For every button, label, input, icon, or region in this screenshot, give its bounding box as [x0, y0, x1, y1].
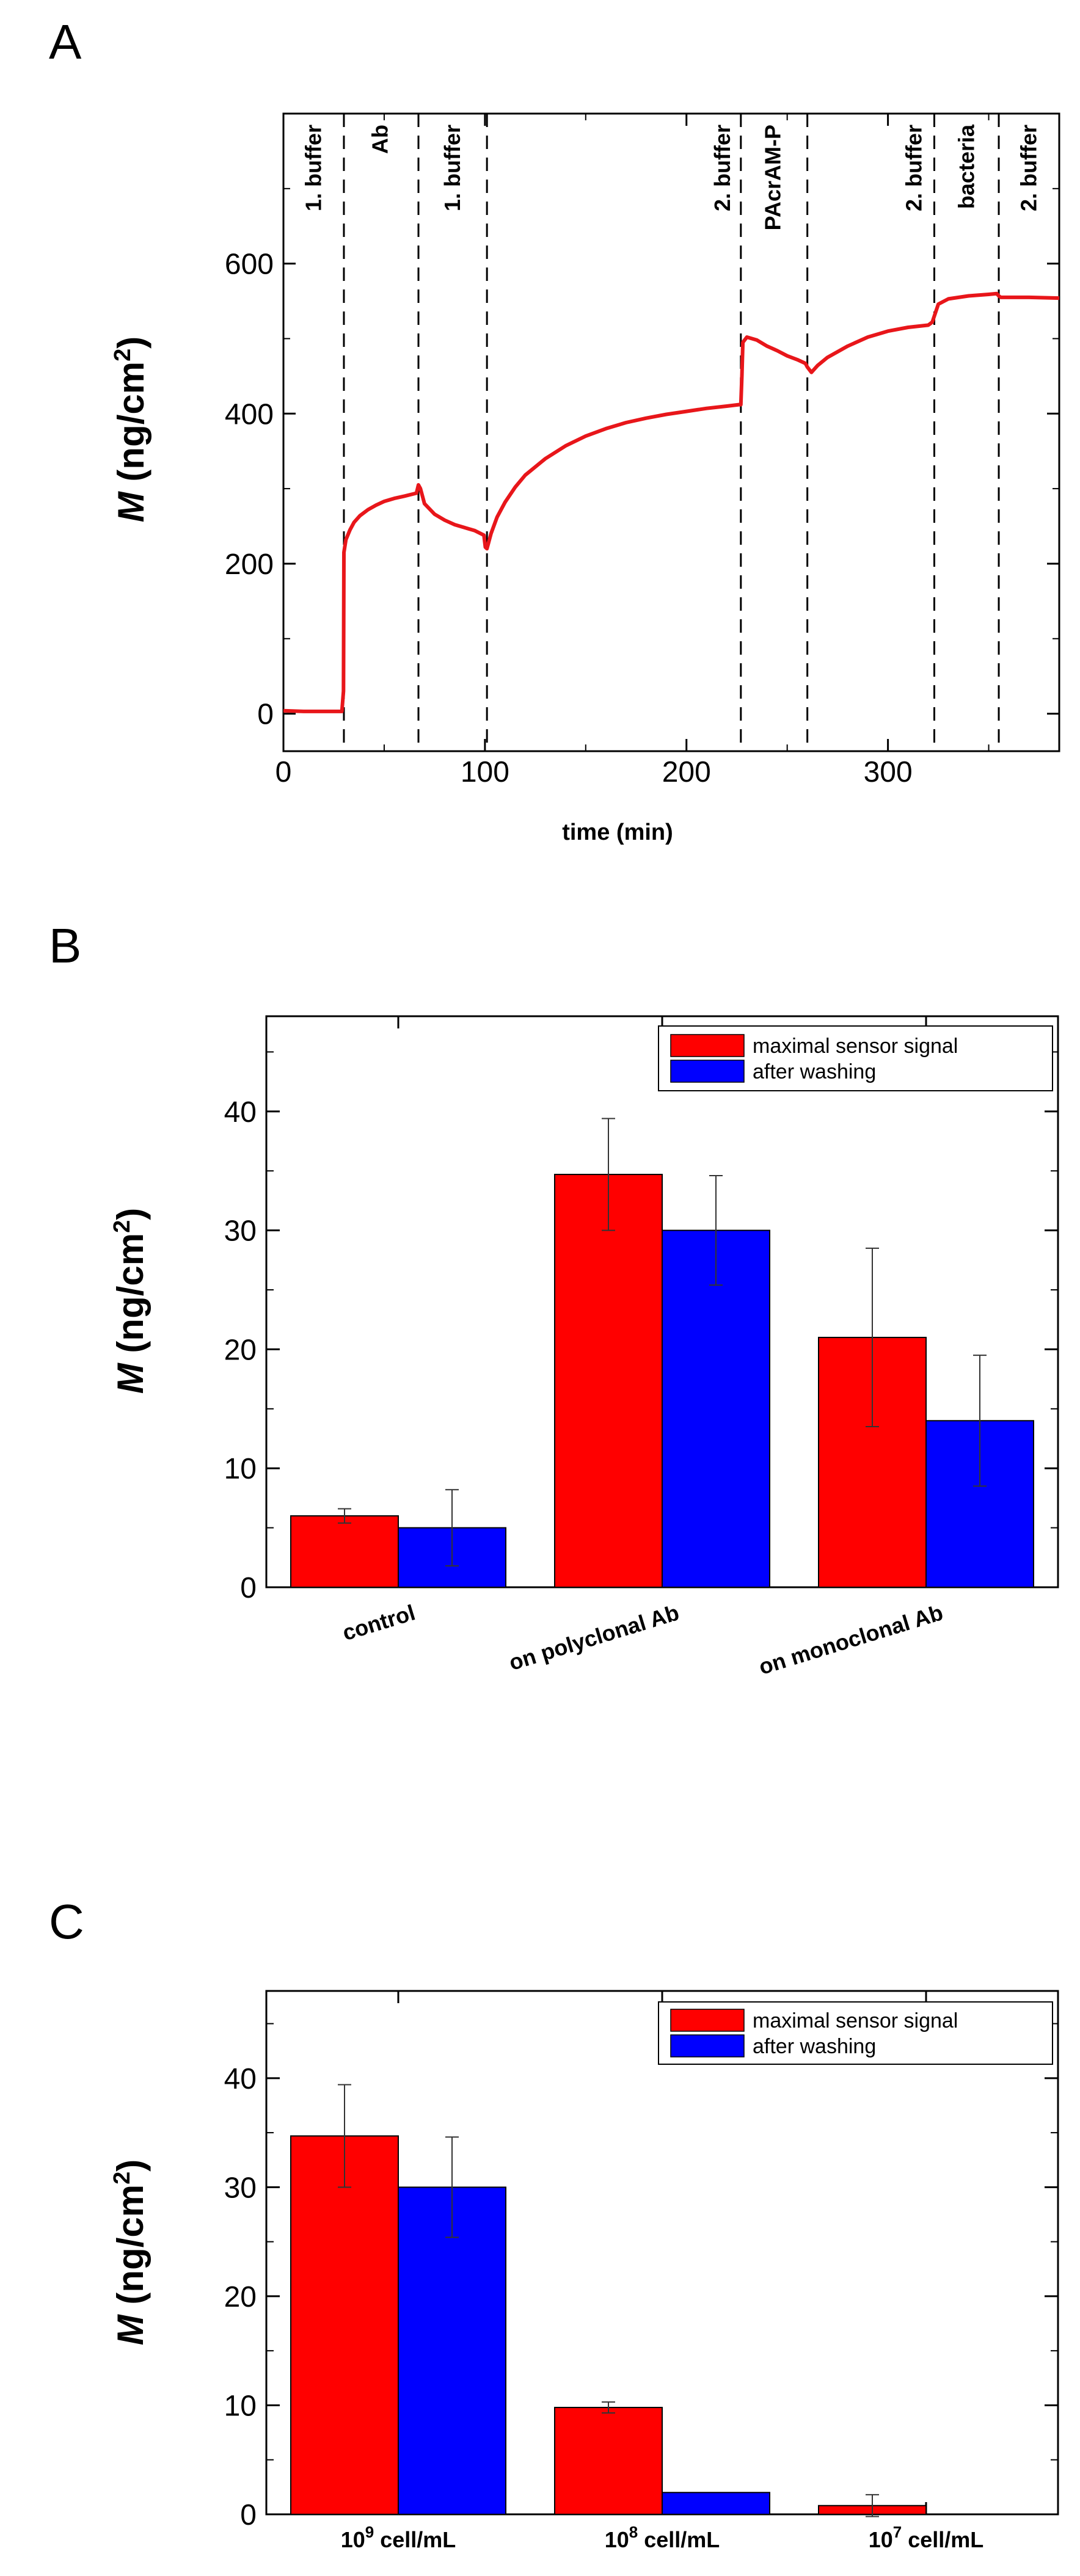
panel-c-y-axis-title: M (ng/cm2) — [109, 2159, 151, 2345]
category-label: 108 cell/mL — [605, 2523, 720, 2552]
y-tick-label: 0 — [257, 699, 274, 731]
y-tick-label: 200 — [225, 548, 274, 581]
phase-label: 2. buffer — [1016, 125, 1042, 211]
y-tick-label: 0 — [240, 2499, 257, 2531]
category-label: on monoclonal Ab — [756, 1599, 946, 1679]
panel-c-category-labels: 109 cell/mL 108 cell/mL 107 cell/mL — [341, 2523, 984, 2552]
phase-label: 1. buffer — [440, 125, 465, 211]
bar-maximal-sensor-signal — [290, 2135, 399, 2516]
legend-label-maximal-sensor-signal: maximal sensor signal — [753, 2009, 958, 2032]
phase-label: Ab — [367, 125, 392, 154]
legend-swatch-after-washing — [670, 1060, 745, 1083]
phase-label: 2. buffer — [710, 125, 735, 211]
y-tick-label: 30 — [224, 1215, 257, 1248]
category-label: 109 cell/mL — [341, 2523, 456, 2552]
y-tick-label: 40 — [224, 1096, 257, 1129]
panel-a-frame — [282, 112, 1060, 752]
category-label: 107 cell/mL — [869, 2523, 984, 2552]
y-tick-label: 20 — [224, 1334, 257, 1366]
bar-after-washing — [662, 1229, 770, 1588]
panel-a-letter: A — [49, 15, 82, 69]
x-tick-label: 200 — [662, 756, 711, 788]
panel-a-phase-lines: 1. buffer Ab 1. buffer 2. buffer PAcrAM-P 2. … — [301, 114, 1042, 751]
bar-maximal-sensor-signal — [290, 1515, 399, 1588]
panel-b-legend: maximal sensor signal after washing — [658, 1025, 1053, 1091]
y-tick-label: 30 — [224, 2172, 257, 2204]
bar-maximal-sensor-signal — [554, 1174, 663, 1588]
category-label: control — [340, 1599, 418, 1645]
legend-swatch-maximal-sensor-signal — [670, 1034, 745, 1057]
panel-b-letter: B — [49, 919, 81, 973]
phase-label: bacteria — [954, 124, 979, 209]
category-label: on polyclonal Ab — [506, 1599, 682, 1675]
y-tick-label: 400 — [225, 398, 274, 431]
phase-label: 2. buffer — [901, 125, 926, 211]
x-tick-label: 300 — [864, 756, 913, 788]
legend-label-maximal-sensor-signal: maximal sensor signal — [753, 1035, 958, 1058]
y-tick-label: 10 — [224, 2390, 257, 2422]
bar-after-washing — [662, 2492, 770, 2516]
legend-swatch-maximal-sensor-signal — [670, 2009, 745, 2032]
legend-label-after-washing: after washing — [753, 2035, 876, 2058]
y-tick-label: 0 — [240, 1572, 257, 1604]
y-tick-label: 20 — [224, 2281, 257, 2313]
x-tick-label: 0 — [275, 756, 292, 788]
panel-c-bars — [290, 2084, 927, 2517]
y-tick-label: 600 — [225, 249, 274, 281]
panel-c-letter: C — [49, 1894, 84, 1949]
y-tick-label: 10 — [224, 1453, 257, 1485]
panel-a-y-axis-title: M (ng/cm2) — [110, 337, 151, 522]
legend-swatch-after-washing — [670, 2034, 745, 2058]
panel-c-ticks: 0 10 20 30 40 — [224, 1991, 1058, 2531]
panel-a-ticks: 0 200 400 600 0 100 200 300 — [225, 114, 1059, 788]
y-tick-label: 40 — [224, 2063, 257, 2095]
panel-b-ticks: 0 10 20 30 40 — [224, 1016, 1058, 1604]
panel-b-bars — [290, 1118, 1034, 1588]
legend-label-after-washing: after washing — [753, 1060, 876, 1083]
panel-c: C 0 10 20 30 40 109 cell/mL 108 cell/mL 107 ce… — [49, 1894, 1059, 2552]
x-tick-label: 100 — [461, 756, 509, 788]
phase-label: PAcrAM-P — [761, 125, 786, 230]
panel-b: B 0 10 20 30 40 control on polyclonal Ab on mo… — [49, 919, 1059, 1679]
panel-b-category-labels: control on polyclonal Ab on monoclonal Ab — [340, 1599, 946, 1679]
bar-maximal-sensor-signal — [554, 2407, 663, 2515]
phase-label: 1. buffer — [301, 125, 326, 211]
panel-b-y-axis-title: M (ng/cm2) — [109, 1208, 151, 1394]
panel-a-x-axis-title: time (min) — [562, 820, 673, 845]
mass-time-series-line — [283, 291, 1060, 713]
panel-c-legend: maximal sensor signal after washing — [658, 2001, 1053, 2065]
bar-after-washing — [398, 2186, 506, 2515]
